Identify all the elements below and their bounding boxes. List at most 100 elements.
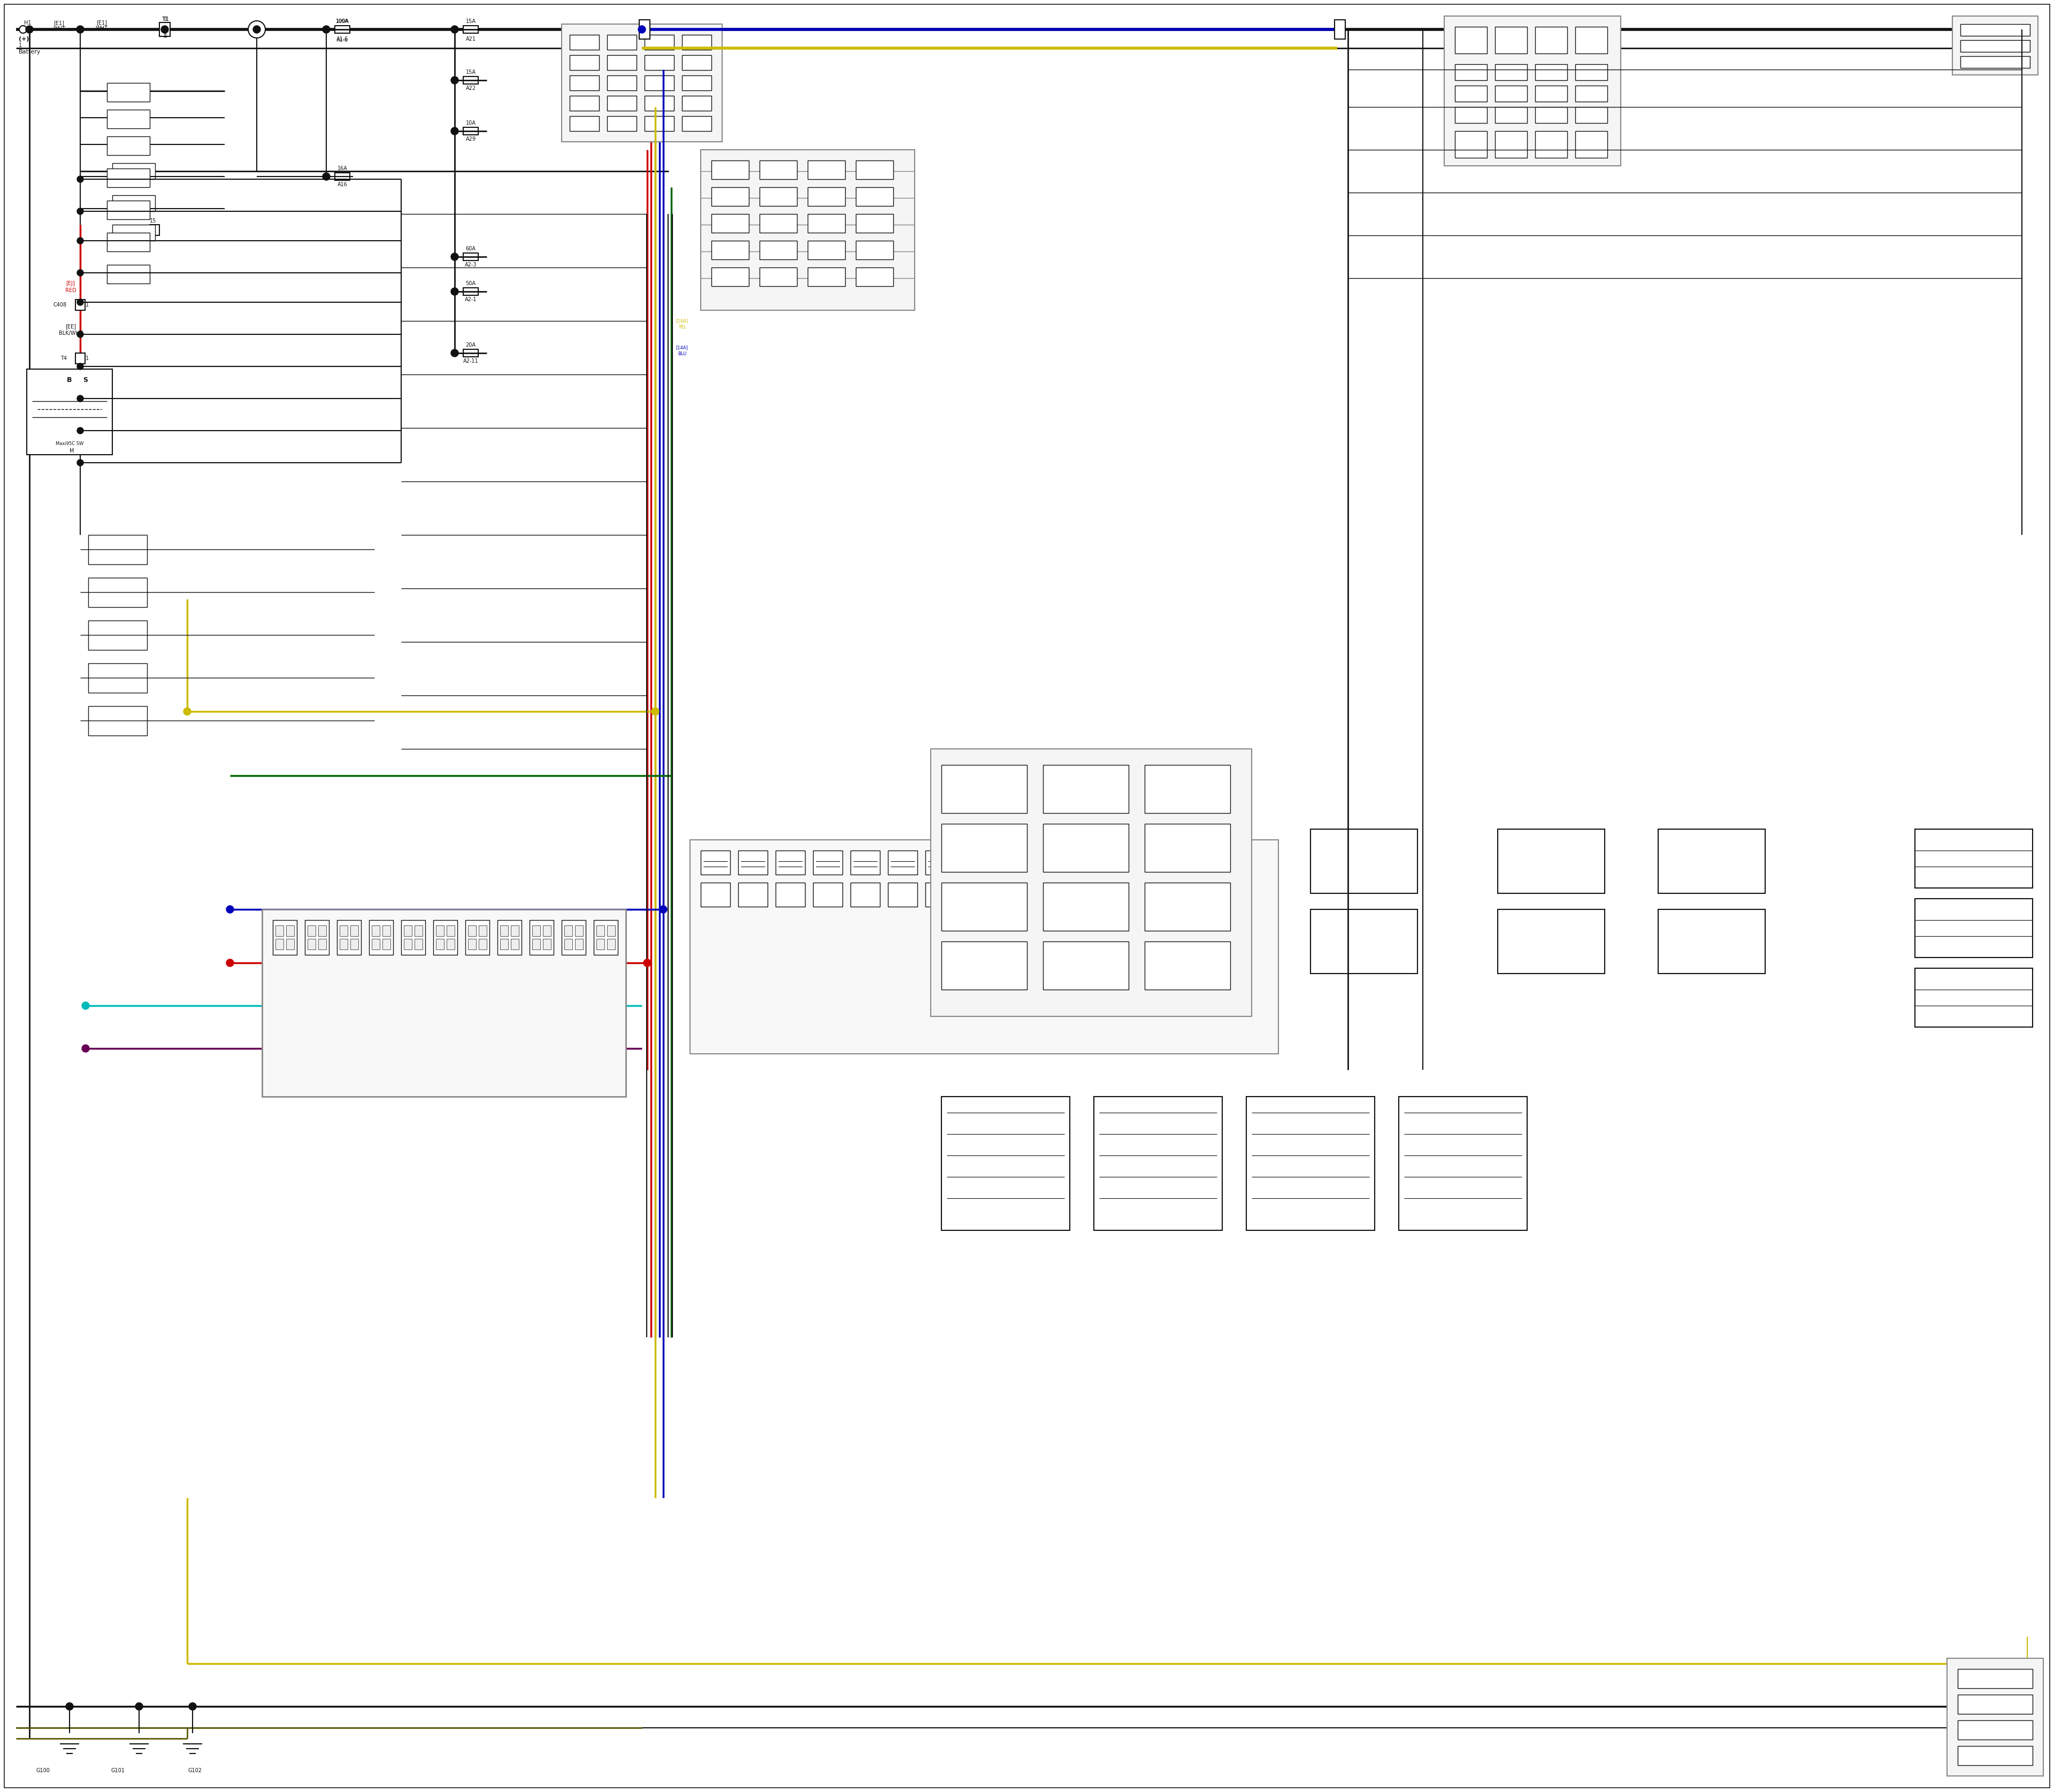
Bar [107, 136, 150, 156]
Bar [807, 267, 844, 287]
Bar [1495, 86, 1526, 102]
Bar [1399, 1097, 1526, 1231]
Bar [1095, 1097, 1222, 1231]
Bar [113, 195, 156, 211]
Text: T1: T1 [162, 16, 168, 22]
Circle shape [643, 959, 651, 966]
Text: [14A]: [14A] [676, 319, 688, 323]
Bar [608, 75, 637, 90]
Bar [926, 851, 955, 874]
Bar [850, 883, 879, 907]
Circle shape [452, 77, 458, 84]
Bar [1310, 830, 1417, 894]
Bar [464, 77, 479, 84]
Bar [1454, 131, 1487, 158]
Bar [382, 925, 390, 935]
Text: 100A: 100A [335, 18, 349, 23]
Bar [435, 925, 444, 935]
Bar [160, 23, 170, 36]
Text: 100A: 100A [337, 18, 349, 23]
Bar [760, 213, 797, 233]
Bar [286, 925, 294, 935]
Bar [857, 161, 893, 179]
Bar [1043, 941, 1128, 989]
Circle shape [25, 25, 33, 34]
Bar [807, 186, 844, 206]
Bar [682, 95, 711, 111]
Circle shape [78, 208, 84, 215]
Bar [1534, 86, 1567, 102]
Bar [1144, 883, 1230, 930]
Bar [318, 939, 327, 950]
Bar [1960, 23, 2029, 36]
Bar [596, 925, 604, 935]
Text: C408: C408 [53, 303, 68, 308]
Bar [608, 939, 614, 950]
Bar [76, 299, 84, 310]
Bar [433, 919, 458, 955]
Bar [1575, 65, 1608, 81]
Bar [608, 116, 637, 131]
Bar [88, 706, 148, 735]
Circle shape [452, 349, 458, 357]
Bar [682, 56, 711, 70]
Bar [1247, 1097, 1374, 1231]
Text: A1-6: A1-6 [337, 36, 349, 41]
Bar [941, 824, 1027, 873]
Bar [1957, 1720, 2033, 1740]
Circle shape [78, 396, 84, 401]
Bar [941, 765, 1027, 814]
Bar [608, 925, 614, 935]
Bar [1335, 20, 1345, 39]
Text: WHT: WHT [53, 27, 66, 32]
Bar [1575, 108, 1608, 124]
Text: A2-3: A2-3 [464, 262, 477, 267]
Bar [107, 109, 150, 129]
Bar [372, 925, 380, 935]
Bar [711, 213, 750, 233]
Bar [700, 151, 914, 310]
Bar [850, 851, 879, 874]
Bar [464, 25, 479, 34]
Text: [E1]: [E1] [97, 20, 107, 25]
Bar [435, 939, 444, 950]
Circle shape [226, 905, 234, 914]
Bar [807, 240, 844, 260]
Circle shape [76, 25, 84, 34]
Bar [1310, 909, 1417, 973]
Bar [776, 851, 805, 874]
Text: A21: A21 [466, 36, 477, 41]
Bar [1947, 1658, 2044, 1776]
Text: 1: 1 [164, 34, 168, 38]
Bar [113, 163, 156, 179]
Text: S: S [82, 376, 88, 383]
Circle shape [78, 176, 84, 183]
Bar [941, 1097, 1070, 1231]
Bar [464, 289, 479, 296]
Bar [887, 883, 918, 907]
Text: T4: T4 [60, 357, 68, 360]
Bar [941, 883, 1027, 930]
Bar [337, 919, 362, 955]
Bar [113, 224, 156, 240]
Bar [351, 925, 357, 935]
Bar [561, 23, 723, 142]
Bar [1495, 108, 1526, 124]
Text: 20A: 20A [466, 342, 477, 348]
Bar [1957, 1695, 2033, 1713]
Bar [479, 925, 487, 935]
Text: 10A: 10A [466, 120, 477, 125]
Circle shape [136, 1702, 144, 1710]
Bar [382, 939, 390, 950]
Bar [565, 925, 573, 935]
Bar [700, 883, 729, 907]
Circle shape [78, 364, 84, 369]
Bar [776, 883, 805, 907]
Text: Battery: Battery [18, 48, 41, 54]
Text: BLU: BLU [678, 351, 686, 357]
Circle shape [66, 1702, 74, 1710]
Bar [569, 75, 600, 90]
Bar [575, 925, 583, 935]
Circle shape [78, 299, 84, 305]
Bar [1957, 1745, 2033, 1765]
